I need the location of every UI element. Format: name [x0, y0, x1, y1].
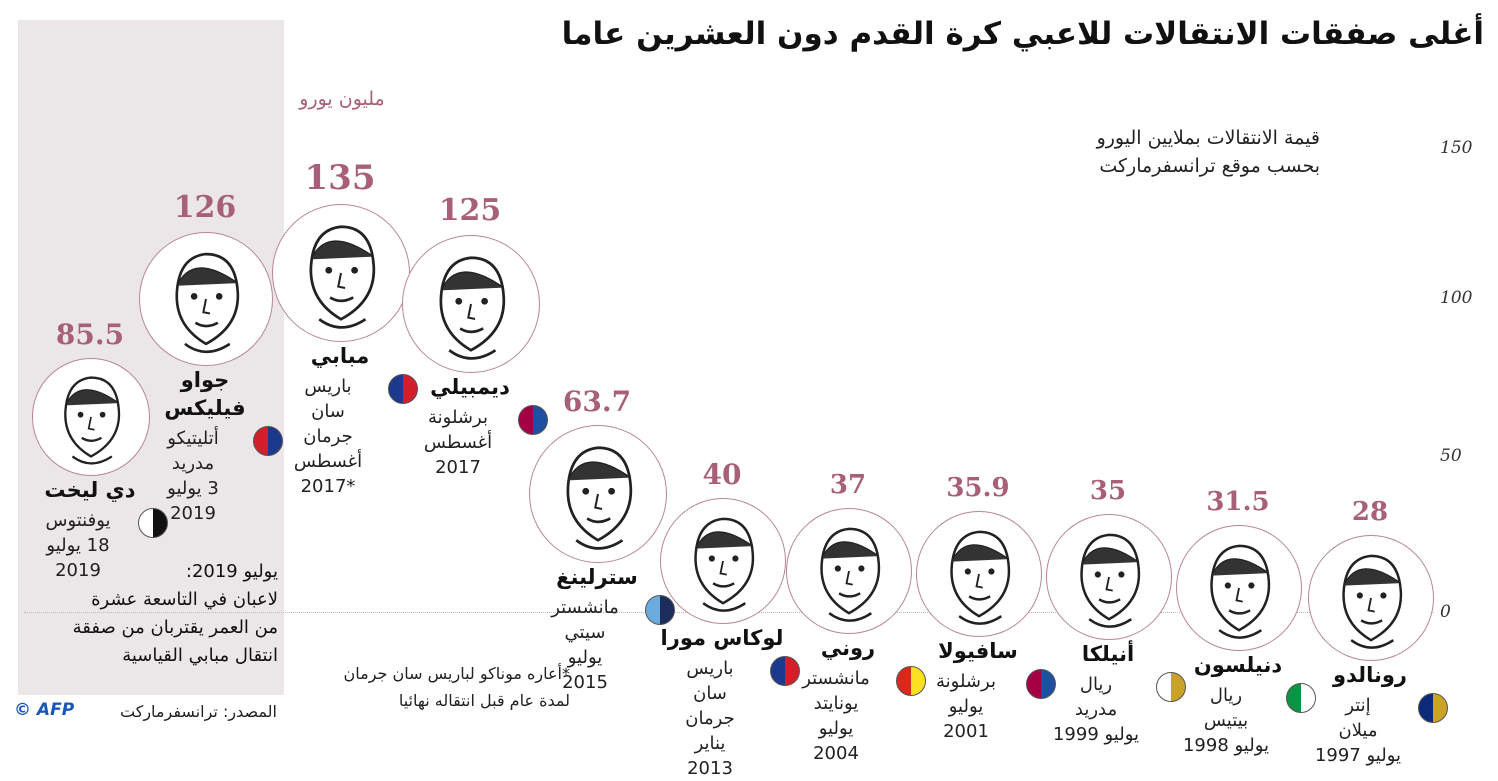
club-and-date: برشلونة يوليو 2001: [936, 670, 996, 742]
player-name: روني: [820, 635, 876, 660]
club-and-date: ريال بيتيس يوليو 1998: [1182, 684, 1270, 756]
face-sketch-icon: [950, 530, 1011, 625]
footnote: *أعاره موناكو لباريس سان جرمان لمدة عام …: [343, 664, 570, 710]
highlight-note: يوليو 2019: لاعبان في التاسعة عشرة من ال…: [72, 561, 278, 666]
player-portrait: [660, 498, 786, 625]
face-sketch-icon: [1342, 554, 1403, 650]
transfer-value-label: 37: [829, 469, 867, 500]
transfer-value-label: 35: [1089, 475, 1127, 506]
y-tick-label: 150: [1440, 138, 1473, 158]
y-tick-label: 100: [1440, 288, 1473, 308]
player-portrait: [272, 204, 410, 343]
subtitle-line: قيمة الانتقالات بملايين اليورو: [1096, 127, 1320, 149]
atletico-club-icon: [253, 426, 283, 457]
club-and-date: مانشستر سيتي يوليو 2015: [551, 596, 619, 693]
barcelona-club-icon: [1026, 668, 1056, 699]
player-name: مبابي: [310, 344, 370, 369]
player-portrait: [1308, 535, 1434, 662]
infographic: أغلى صفقات الانتقالات للاعبي كرة القدم د…: [14, 16, 1484, 779]
player-portrait: [32, 357, 150, 476]
face-sketch-icon: [820, 527, 881, 622]
y-tick-label: 50: [1440, 446, 1462, 466]
psg-club-icon: [388, 374, 418, 405]
juventus-club-icon: [138, 507, 168, 538]
chart-title: أغلى صفقات الانتقالات للاعبي كرة القدم د…: [561, 16, 1484, 52]
transfer-value-label: 85.5: [55, 317, 125, 351]
subtitle-line: بحسب موقع ترانسفرماركت: [1099, 155, 1320, 177]
transfer-value-label: 28: [1351, 497, 1389, 528]
transfer-value-label: 63.7: [562, 384, 632, 418]
player-portrait: [139, 232, 273, 367]
unit-label: مليون يورو: [299, 88, 385, 110]
betis-club-icon: [1286, 682, 1316, 713]
transfer-value-label: 40: [702, 458, 742, 492]
face-sketch-icon: [566, 446, 633, 550]
face-sketch-icon: [694, 517, 755, 613]
barcelona-club-icon: [518, 405, 548, 436]
face-sketch-icon: [439, 256, 506, 361]
club-and-date: مانشستر يونايتد يوليو 2004: [802, 667, 870, 764]
club-and-date: أتليتيكو مدريد 3 يوليو 2019: [167, 428, 219, 525]
player-portrait: [529, 424, 667, 563]
player-portrait: [1046, 513, 1172, 640]
player-name: رونالدو: [1333, 663, 1407, 688]
player-name: دي ليخت: [44, 477, 136, 502]
face-sketch-icon: [64, 375, 121, 465]
face-sketch-icon: [175, 253, 240, 354]
chart-subtitle: قيمة الانتقالات بملايين اليورو بحسب موقع…: [1040, 124, 1320, 180]
player-name: سافيولا: [938, 638, 1018, 663]
player-name: جواو فيليكس: [164, 368, 246, 421]
transfer-value-label: 135: [304, 158, 376, 199]
player-portrait: [786, 507, 912, 634]
player-portrait: [1176, 524, 1302, 651]
transfer-value-label: 31.5: [1206, 486, 1270, 517]
face-sketch-icon: [1210, 544, 1271, 639]
face-sketch-icon: [1080, 533, 1141, 628]
club-and-date: ريال مدريد يوليو 1999: [1052, 673, 1140, 745]
manutd-club-icon: [896, 665, 926, 696]
player-name: سترلينغ: [556, 564, 638, 589]
afp-credit: © AFP: [14, 700, 75, 720]
transfer-value-label: 35.9: [946, 472, 1010, 503]
player-name: أنيلكا: [1081, 641, 1135, 666]
player-portrait: [916, 510, 1042, 637]
player-name: ديمبيلي: [430, 375, 510, 400]
inter-club-icon: [1418, 693, 1448, 724]
source-label: المصدر: ترانسفرماركت: [120, 702, 277, 721]
club-and-date: يوفنتوس 18 يوليو 2019: [45, 509, 111, 581]
player-portrait: [402, 235, 540, 374]
transfer-value-label: 125: [438, 193, 502, 229]
player-name: دنيلسون: [1193, 652, 1283, 677]
y-tick-label: 0: [1440, 602, 1451, 622]
psg-club-icon: [770, 656, 800, 687]
july-2019-highlight-panel: [18, 20, 284, 695]
realmadrid-club-icon: [1156, 671, 1186, 702]
mancity-club-icon: [645, 594, 675, 625]
club-and-date: باريس سان جرمان أغسطس *2017: [293, 376, 363, 498]
transfer-value-label: 126: [173, 190, 237, 226]
player-name: لوكاس مورا: [660, 626, 784, 651]
face-sketch-icon: [309, 225, 376, 330]
club-and-date: باريس سان جرمان يناير 2013: [685, 658, 735, 780]
club-and-date: إنتر ميلان يوليو 1997: [1314, 695, 1402, 767]
club-and-date: برشلونة أغسطس 2017: [423, 407, 493, 479]
